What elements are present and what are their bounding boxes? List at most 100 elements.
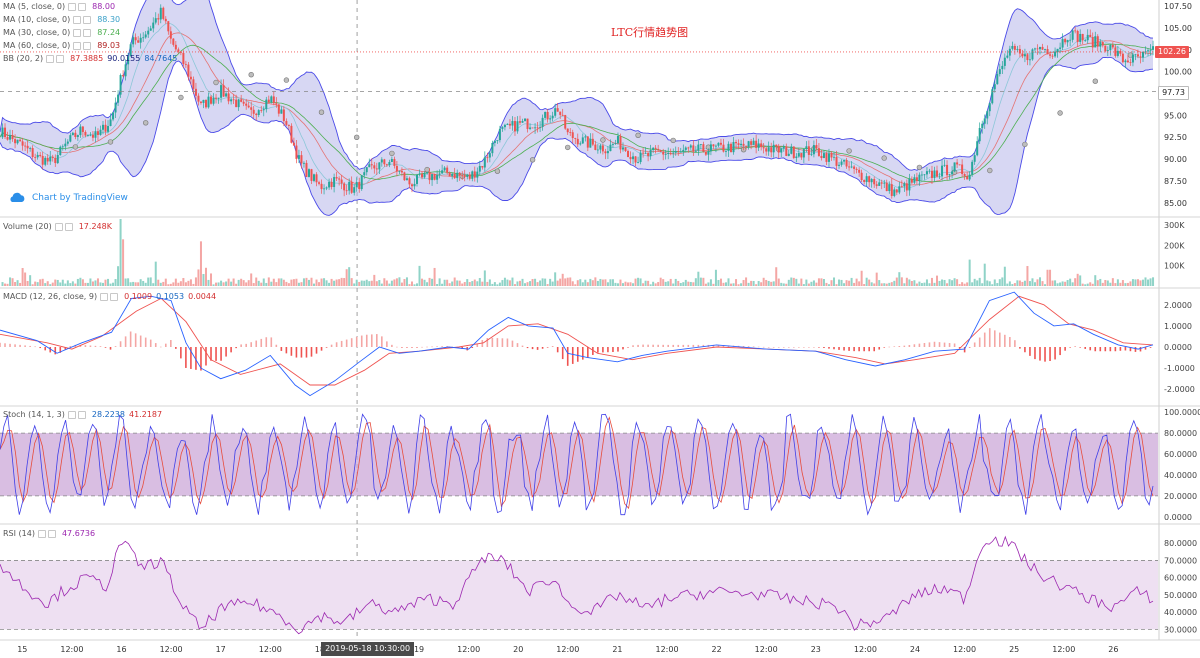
volume-bar <box>669 278 672 286</box>
macd-histogram-bar <box>124 336 127 347</box>
eye-icon[interactable] <box>46 54 55 63</box>
ma60-point <box>1057 110 1063 116</box>
candle-body <box>674 151 677 153</box>
eye-icon[interactable] <box>37 529 46 538</box>
macd-histogram-bar <box>19 344 21 347</box>
volume-bar <box>925 279 928 286</box>
volume-bar <box>1054 280 1057 286</box>
volume-bar <box>408 284 411 286</box>
eye-icon[interactable] <box>73 28 82 37</box>
volume-bar <box>267 277 270 286</box>
macd-histogram-bar <box>69 345 72 347</box>
candle-body <box>976 141 979 156</box>
eye-icon[interactable] <box>67 410 76 419</box>
volume-bar <box>6 283 9 286</box>
volume-bar <box>677 280 680 286</box>
volume-bar <box>76 278 79 286</box>
volume-bar <box>358 281 361 286</box>
macd-histogram-bar <box>647 344 649 347</box>
eye-icon[interactable] <box>68 2 77 11</box>
close-icon[interactable] <box>77 410 86 419</box>
eye-icon[interactable] <box>54 222 63 231</box>
macd-histogram-bar <box>175 347 177 349</box>
volume-bar <box>423 279 426 286</box>
candle-body <box>762 147 765 149</box>
price-tick-label: 100.00 <box>1164 68 1192 77</box>
candle-body <box>177 49 180 52</box>
candle-body <box>805 146 808 150</box>
candle-body <box>325 187 328 189</box>
candle-body <box>870 179 873 183</box>
close-icon[interactable] <box>78 2 87 11</box>
candle-body <box>380 159 383 163</box>
candle-body <box>948 174 951 176</box>
volume-bar <box>471 281 474 286</box>
volume-bar <box>159 282 162 286</box>
price-tick-label: 107.50 <box>1164 2 1192 11</box>
legend-row: BB (20, 2) 87.3885 90.0155 84.7645 <box>3 52 177 65</box>
ma60-point <box>283 77 290 83</box>
close-icon[interactable] <box>83 15 92 24</box>
candle-body <box>684 147 687 150</box>
candle-body <box>486 157 489 159</box>
candle-body <box>742 143 745 146</box>
volume-bar <box>569 277 572 286</box>
candle-body <box>1051 55 1054 57</box>
macd-histogram-bar <box>421 346 423 348</box>
close-icon[interactable] <box>110 292 119 301</box>
macd-histogram-bar <box>360 335 363 347</box>
time-tick-label: 19 <box>414 645 424 654</box>
macd-histogram-bar <box>752 346 755 348</box>
candle-body <box>835 156 838 166</box>
candle-body <box>988 103 991 112</box>
volume-bar <box>571 281 574 286</box>
volume-bar <box>596 280 599 286</box>
candle-body <box>157 18 160 20</box>
macd-histogram-bar <box>59 347 62 353</box>
eye-icon[interactable] <box>73 41 82 50</box>
ma60-point <box>318 109 325 115</box>
volume-bar <box>1036 279 1039 286</box>
close-icon[interactable] <box>83 28 92 37</box>
candle-body <box>704 151 707 155</box>
time-tick-label: 12:00 <box>457 645 480 654</box>
macd-histogram-bar <box>486 338 489 347</box>
volume-bar <box>486 281 489 286</box>
candle-body <box>385 164 388 166</box>
macd-histogram-bar <box>933 341 936 347</box>
close-icon[interactable] <box>56 54 65 63</box>
volume-bar <box>930 277 933 286</box>
macd-histogram-bar <box>501 338 504 347</box>
candle-body <box>164 18 167 22</box>
candle-body <box>109 119 112 127</box>
volume-bar <box>388 283 391 286</box>
candle-body <box>1086 34 1089 41</box>
candle-body <box>722 144 725 152</box>
volume-bar <box>978 277 981 286</box>
macd-histogram-bar <box>506 338 509 347</box>
eye-icon[interactable] <box>100 292 109 301</box>
close-icon[interactable] <box>47 529 56 538</box>
macd-histogram-bar <box>1079 347 1081 348</box>
volume-bar <box>250 273 253 286</box>
candle-body <box>230 99 233 102</box>
macd-histogram-bar <box>1114 347 1117 352</box>
candle-body <box>1079 33 1082 42</box>
macd-histogram-bar <box>315 347 318 354</box>
tradingview-watermark[interactable]: Chart by TradingView <box>8 192 128 203</box>
eye-icon[interactable] <box>73 15 82 24</box>
ma60-point <box>670 137 676 144</box>
candle-body <box>581 137 584 144</box>
volume-bar <box>536 282 539 286</box>
candle-body <box>664 153 667 155</box>
volume-bar <box>94 280 97 286</box>
candle-body <box>807 146 810 155</box>
volume-bar <box>255 277 258 286</box>
volume-bar <box>810 281 813 286</box>
macd-histogram-bar <box>1039 347 1041 361</box>
candle-body <box>355 181 358 188</box>
close-icon[interactable] <box>83 41 92 50</box>
close-icon[interactable] <box>64 222 73 231</box>
volume-bar <box>508 280 511 286</box>
